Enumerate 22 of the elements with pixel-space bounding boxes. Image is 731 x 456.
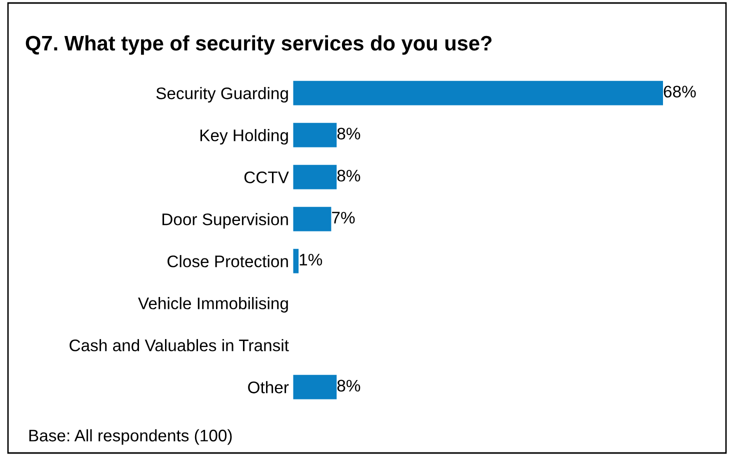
- bar: [293, 164, 337, 190]
- bar: [293, 206, 332, 232]
- data-label: 8%: [337, 380, 360, 392]
- bar: [293, 374, 337, 400]
- chart-title: Q7. What type of security services do you use?: [26, 35, 492, 55]
- y-tick-label: Other: [248, 381, 289, 394]
- y-tick-label: CCTV: [244, 171, 289, 184]
- y-tick-label: Close Protection: [168, 255, 288, 268]
- y-tick-label: Vehicle Immobilising: [138, 297, 288, 313]
- bar: [293, 248, 299, 274]
- text: Base: All respondents (100): [29, 429, 232, 445]
- data-label: 7%: [332, 212, 355, 224]
- y-tick-label: Cash and Valuables in Transit: [70, 339, 289, 352]
- y-tick-label: Security Guarding: [156, 87, 288, 103]
- data-label: 1%: [300, 254, 322, 266]
- data-label: 68%: [664, 86, 696, 98]
- bar: [293, 122, 337, 148]
- bar: [293, 80, 664, 106]
- y-tick-label: Key Holding: [200, 129, 288, 145]
- data-label: 8%: [337, 170, 360, 182]
- y-tick-label: Door Supervision: [162, 213, 288, 229]
- data-label: 8%: [337, 128, 360, 140]
